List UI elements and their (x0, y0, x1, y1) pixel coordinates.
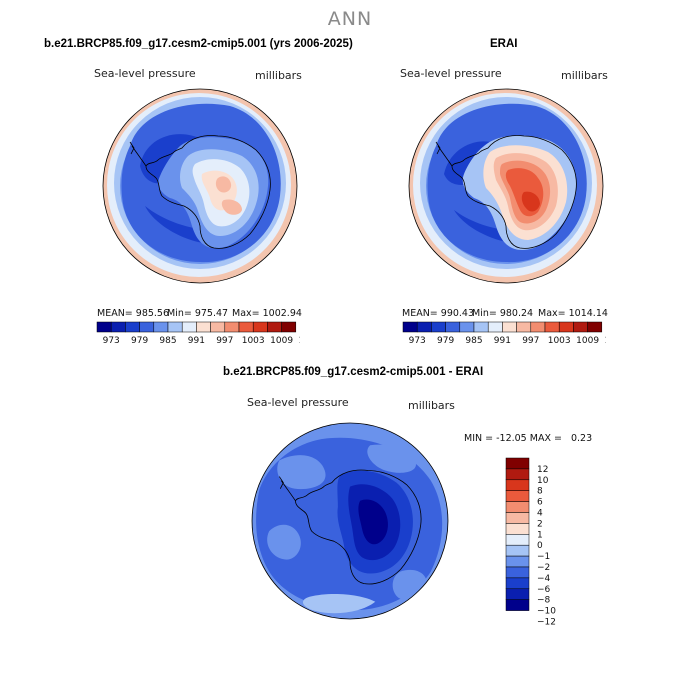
model-colorbar-tick-label: 1003 (242, 336, 265, 345)
diff-colorbar-swatch (505, 479, 530, 491)
model-panel-title: b.e21.BRCP85.f09_g17.cesm2-cmip5.001 (yr… (44, 38, 353, 50)
diff-colorbar-swatch (505, 555, 530, 568)
model-colorbar-tick-label: 997 (216, 336, 233, 345)
diff-colorbar-swatch (505, 534, 530, 546)
model-colorbar-swatch (125, 321, 140, 333)
diff-colorbar-tick-label: −6 (537, 585, 551, 595)
diff-panel-title: b.e21.BRCP85.f09_g17.cesm2-cmip5.001 - E… (223, 366, 484, 378)
diff-colorbar-swatch (505, 577, 530, 590)
model-mean-label: MEAN= 985.56 (97, 308, 170, 319)
obs-colorbar: 973 979 985 991 997 1003 1009 1015 (402, 321, 606, 345)
model-colorbar-swatch (267, 321, 282, 333)
obs-colorbar-tick-label: 1003 (548, 336, 571, 345)
diff-colorbar-swatch (505, 599, 530, 611)
obs-colorbar-swatch (416, 321, 432, 333)
diff-colorbar-swatch (505, 512, 530, 524)
model-colorbar-swatch (181, 321, 197, 333)
obs-colorbar-swatch (587, 321, 603, 333)
model-colorbar-tick-label: 985 (159, 336, 176, 345)
model-variable-label: Sea-level pressure (94, 67, 196, 80)
model-units-label: millibars (255, 69, 302, 82)
model-colorbar-swatch (210, 321, 226, 333)
diff-variable-label: Sea-level pressure (247, 396, 349, 409)
model-polar-map (102, 88, 298, 284)
obs-units-label: millibars (561, 69, 608, 82)
obs-colorbar-tick-label: 1009 (576, 336, 599, 345)
model-colorbar-tick-label: 979 (131, 336, 148, 345)
obs-colorbar-swatch (516, 321, 532, 333)
obs-colorbar-swatch (558, 321, 574, 333)
diff-colorbar-tick-label: 4 (537, 509, 543, 519)
obs-colorbar-swatch (459, 321, 475, 333)
model-colorbar-tick-label: 1015 (299, 336, 300, 345)
season-title: ANN (327, 8, 373, 30)
model-colorbar-swatch (153, 321, 169, 333)
obs-colorbar-swatch (487, 321, 503, 333)
obs-colorbar-swatch (544, 321, 560, 333)
model-colorbar-swatch (167, 321, 183, 333)
diff-colorbar-tick-label: −8 (537, 596, 551, 606)
diff-units-label: millibars (408, 399, 455, 412)
obs-mean-label: MEAN= 990.43 (402, 308, 475, 319)
diff-colorbar-tick-label: 1 (537, 530, 543, 540)
obs-panel-title: ERAI (490, 38, 518, 50)
obs-colorbar-tick-label: 991 (494, 336, 511, 345)
model-colorbar-swatch (196, 321, 211, 333)
diff-minmax-label: MIN = -12.05 MAX = 0.23 (464, 433, 593, 444)
obs-colorbar-swatch (502, 321, 517, 333)
obs-colorbar-swatch (530, 321, 546, 333)
diff-colorbar-swatch (505, 490, 530, 502)
model-colorbar-swatch (224, 321, 240, 333)
obs-colorbar-swatch (573, 321, 588, 333)
obs-colorbar-tick-label: 1015 (605, 336, 606, 345)
diff-colorbar-swatch (505, 501, 530, 513)
model-colorbar-swatch (238, 321, 254, 333)
diff-colorbar-tick-label: −2 (537, 563, 550, 573)
obs-variable-label: Sea-level pressure (400, 67, 502, 80)
diff-colorbar-tick-label: −4 (537, 574, 551, 584)
diff-colorbar-tick-label: −1 (537, 552, 550, 562)
model-min-label: Min= 975.47 (167, 308, 229, 319)
diff-colorbar-tick-label: 10 (537, 476, 549, 486)
diff-colorbar-swatch (505, 457, 530, 470)
model-colorbar-swatch (96, 321, 112, 333)
obs-colorbar-tick-label: 985 (465, 336, 482, 345)
model-colorbar-swatch (110, 321, 126, 333)
model-colorbar-swatch (281, 321, 297, 333)
obs-colorbar-tick-label: 997 (522, 336, 539, 345)
diff-polar-map (251, 422, 449, 620)
obs-colorbar-swatch (473, 321, 489, 333)
model-colorbar-tick-label: 973 (103, 336, 120, 345)
obs-colorbar-swatch (402, 321, 418, 333)
obs-max-label: Max= 1014.14 (538, 308, 608, 319)
diff-colorbar-swatch (505, 468, 530, 481)
model-colorbar-tick-label: 991 (188, 336, 205, 345)
obs-min-label: Min= 980.24 (472, 308, 534, 319)
diff-colorbar-tick-label: 6 (537, 498, 543, 508)
model-colorbar-tick-label: 1009 (270, 336, 293, 345)
diff-colorbar-swatch (505, 523, 530, 535)
model-colorbar-swatch (139, 321, 155, 333)
diff-colorbar-tick-label: −12 (537, 618, 556, 626)
diff-colorbar-swatch (505, 588, 530, 600)
diff-colorbar-tick-label: 8 (537, 487, 543, 497)
diff-colorbar-tick-label: −10 (537, 607, 556, 617)
obs-colorbar-swatch (431, 321, 446, 333)
obs-colorbar-swatch (445, 321, 461, 333)
model-colorbar-swatch (252, 321, 268, 333)
model-colorbar: 973 979 985 991 997 1003 1009 1015 (96, 321, 300, 345)
diff-colorbar-tick-label: 12 (537, 465, 548, 475)
diff-colorbar-tick-label: 0 (537, 541, 543, 551)
obs-colorbar-tick-label: 973 (409, 336, 426, 345)
diff-colorbar-tick-label: 2 (537, 519, 543, 529)
diff-colorbar-swatch (505, 544, 530, 557)
diff-colorbar-swatch (505, 566, 530, 579)
model-max-label: Max= 1002.94 (232, 308, 302, 319)
obs-polar-map (408, 88, 604, 284)
obs-colorbar-tick-label: 979 (437, 336, 454, 345)
